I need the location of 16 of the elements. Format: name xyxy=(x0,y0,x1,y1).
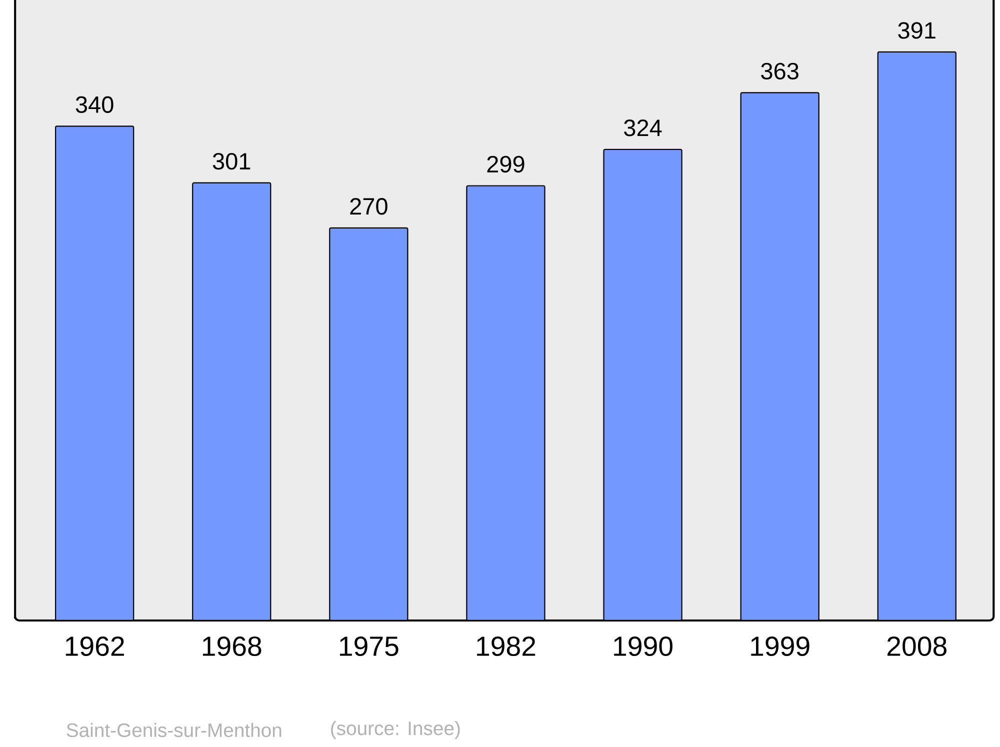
data-label: 299 xyxy=(487,156,524,173)
x-tick-label: 1999 xyxy=(751,636,810,656)
data-label: 324 xyxy=(624,120,662,136)
x-tick-label: 1975 xyxy=(340,636,398,656)
x-tick-label: 1968 xyxy=(202,636,262,656)
text: Saint-Genis-sur-Menthon xyxy=(66,722,282,738)
x-tick-label: 1962 xyxy=(66,636,124,656)
x-tick-label: 1982 xyxy=(477,636,536,656)
data-label: 363 xyxy=(761,62,798,80)
data-label: 391 xyxy=(898,22,936,39)
data-label: 340 xyxy=(76,96,114,113)
text: (source: Insee) xyxy=(331,720,460,740)
data-label: 301 xyxy=(212,152,250,170)
data-label: 270 xyxy=(350,198,388,215)
x-tick-label: 1990 xyxy=(614,636,672,656)
x-tick-label: 2008 xyxy=(887,636,946,656)
